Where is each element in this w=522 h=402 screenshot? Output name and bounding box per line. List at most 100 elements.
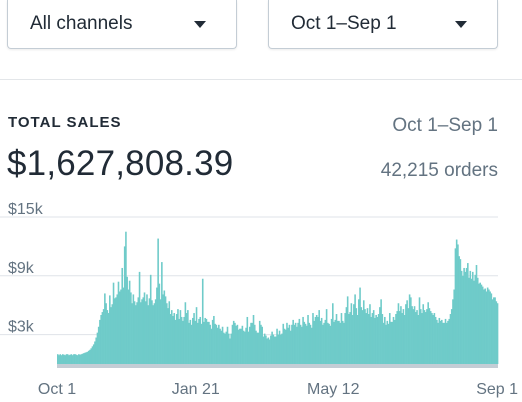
sales-bar [356,315,359,364]
sales-bar [317,316,319,364]
sales-bar [244,331,246,364]
sales-bar [250,322,252,364]
sales-bar [489,291,491,364]
sales-bar [407,308,410,364]
sales-bar [396,311,399,364]
x-tick-label: Oct 1 [38,381,76,398]
sales-bar [408,294,411,364]
sales-bar [312,313,314,364]
sales-bar [182,320,184,364]
chart-bars [57,231,499,368]
y-axis-labels: $15k $9k $3k [8,201,44,336]
sales-bar [415,312,417,364]
sales-bar [367,314,370,364]
sales-bar [122,287,125,364]
sales-bar [447,320,449,364]
sales-bar [486,287,489,364]
sales-bar [213,315,215,364]
sales-bar [68,355,70,364]
x-tick-label: Jan 21 [172,381,220,398]
sales-bar [455,239,458,364]
sales-bar [292,319,294,364]
sales-bar [184,302,187,364]
sales-bar [294,322,297,364]
sales-bar [470,278,473,364]
sales-bar [460,270,463,364]
sales-bar [291,324,293,364]
sales-bar [265,335,267,364]
date-range-dropdown[interactable]: Oct 1–Sep 1 [268,0,498,49]
sales-bar [142,297,145,364]
sales-bar [387,323,390,364]
sales-bar [345,307,348,364]
sales-bar [478,283,480,364]
sales-bar [308,322,311,364]
sales-bar [154,299,157,364]
sales-bar [84,352,86,364]
y-tick-label: $15k [8,201,44,218]
sales-bar [163,290,166,364]
sales-bar [206,321,209,364]
sales-bar [64,355,67,364]
sales-bar [262,336,265,364]
sales-bar [188,322,190,364]
sales-bar [328,323,330,364]
sales-bar [78,354,80,364]
sales-bar [219,328,221,364]
sales-bar [200,323,203,364]
sales-bar [434,316,437,364]
sales-bar [246,316,249,364]
sales-bar [289,330,292,364]
sales-bar [359,287,361,364]
sales-bar [282,323,285,364]
sales-bar [227,333,230,364]
sales-bar [278,330,281,364]
sales-bar [63,354,65,364]
sales-bar [204,317,206,364]
sales-bar [479,282,482,364]
sales-bar [442,322,444,364]
sales-bar [458,256,460,364]
sales-bar [380,299,382,364]
sales-bar [431,313,433,364]
sales-bar [221,326,224,364]
sales-bar [298,318,301,364]
sales-bar [183,316,185,364]
sales-bar [395,314,397,364]
sales-bar [371,313,374,364]
sales-bar [465,267,468,364]
sales-bar [483,289,485,364]
sales-bar [376,316,379,364]
x-axis-labels: Oct 1 Jan 21 May 12 Sep 1 [38,381,518,398]
sales-bar [429,311,432,364]
sales-bar [437,322,439,364]
sales-bar [115,297,117,364]
sales-bar [209,324,211,364]
sales-bar [319,320,322,364]
total-sales-title: TOTAL SALES [8,114,122,131]
sales-bar [365,313,368,364]
channel-filter-dropdown[interactable]: All channels [7,0,237,49]
sales-bar [236,324,239,364]
sales-bar [324,319,327,364]
sales-bar [66,354,69,364]
sales-bar [471,271,474,364]
sales-bar [104,293,106,364]
sales-bar [90,348,93,364]
sales-bar [364,309,366,364]
sales-bar [432,315,434,364]
sales-chart: $15k $9k $3k Oct 1 Jan 21 May 12 Sep 1 [0,201,518,398]
sales-bar [232,320,235,364]
sales-bar [135,305,137,364]
sales-bar [137,297,140,364]
sales-bar [424,312,427,364]
x-tick-label: May 12 [307,381,360,398]
sales-bar [330,318,333,364]
sales-bar [234,322,236,364]
sales-bar [59,354,62,364]
sales-bar [198,318,200,364]
sales-bar [327,322,329,364]
sales-bar [271,331,273,364]
sales-bar [105,303,107,364]
sales-bar [360,307,363,364]
